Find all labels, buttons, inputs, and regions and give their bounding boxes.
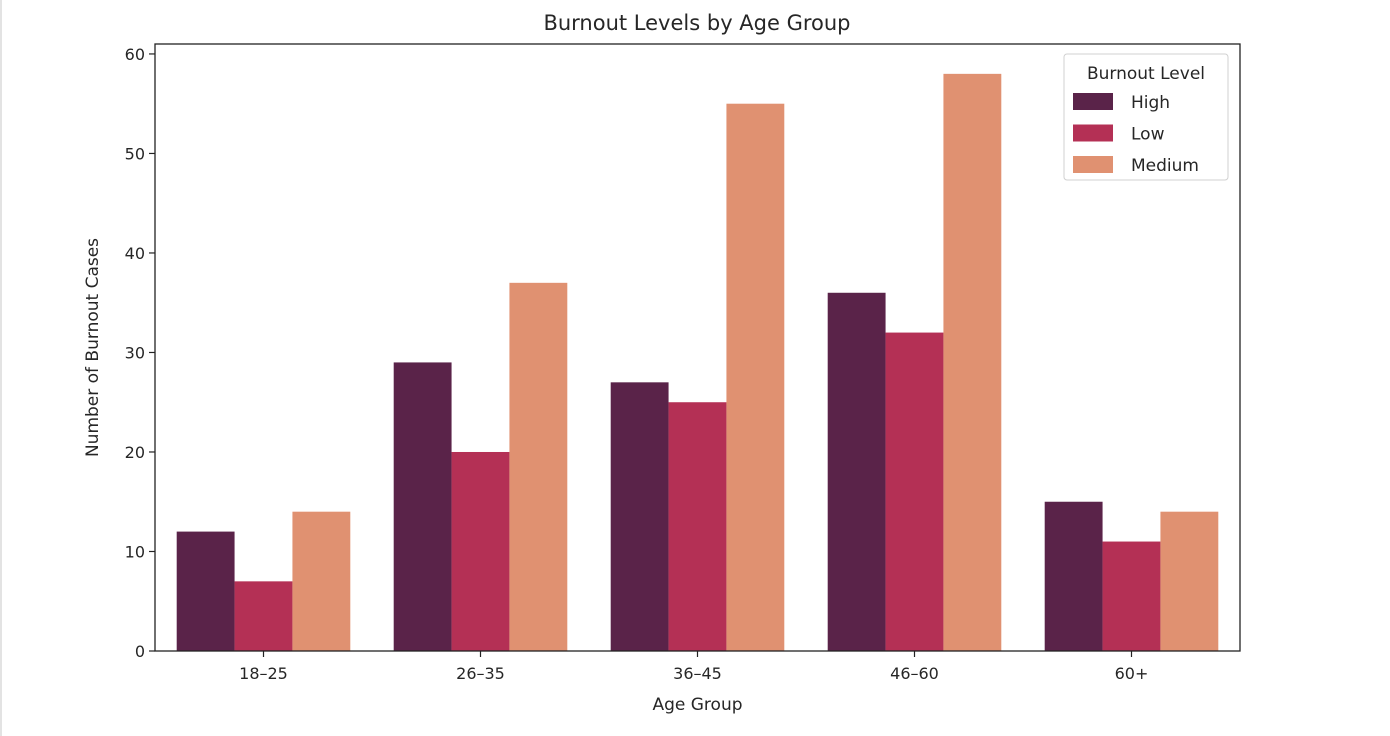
legend-swatch-high [1073,93,1113,110]
cell-left-border [0,0,2,736]
bar-high-3 [827,292,886,651]
bar-medium-4 [1160,511,1219,651]
y-axis-label: Number of Burnout Cases [83,238,103,457]
bar-high-2 [610,382,669,651]
chart-title: Burnout Levels by Age Group [543,11,850,35]
y-tick-label: 30 [125,343,145,362]
bar-low-0 [234,581,293,651]
legend-swatch-low [1073,124,1113,142]
bar-low-4 [1102,541,1161,651]
x-axis: 18–25 26–35 36–45 46–60 60+ [239,651,1148,683]
bar-medium-3 [943,73,1002,651]
legend-label-high: High [1131,93,1170,113]
x-tick-label: 36–45 [673,664,722,683]
bar-medium-1 [509,282,568,651]
bar-high-1 [393,362,452,651]
bar-low-2 [668,402,727,651]
bar-low-3 [885,332,944,651]
bar-high-4 [1044,501,1103,651]
y-tick-label: 10 [125,542,145,561]
legend-items: High Low Medium [1073,93,1199,176]
plot-frame [154,43,1241,652]
legend-title: Burnout Level [1087,64,1205,84]
x-tick-label: 60+ [1115,664,1149,683]
bar-medium-0 [292,511,351,651]
y-tick-label: 60 [125,45,145,64]
legend-label-medium: Medium [1131,156,1199,176]
x-tick-label: 18–25 [239,664,288,683]
bar-high-0 [176,531,235,651]
x-tick-label: 46–60 [890,664,939,683]
legend: Burnout Level High Low Medium [1063,53,1229,181]
y-tick-label: 20 [125,443,145,462]
x-tick-label: 26–35 [456,664,505,683]
legend-swatch-medium [1073,156,1113,173]
legend-box [1063,53,1229,181]
y-tick-label: 0 [135,642,145,661]
x-axis-label: Age Group [652,695,742,715]
bar-medium-2 [726,103,785,652]
y-tick-label: 40 [125,244,145,263]
legend-label-low: Low [1131,125,1165,145]
y-axis: 0 10 20 30 40 50 60 [125,45,155,661]
bars-group [176,73,1219,652]
bar-low-1 [451,451,510,651]
y-tick-label: 50 [125,144,145,163]
